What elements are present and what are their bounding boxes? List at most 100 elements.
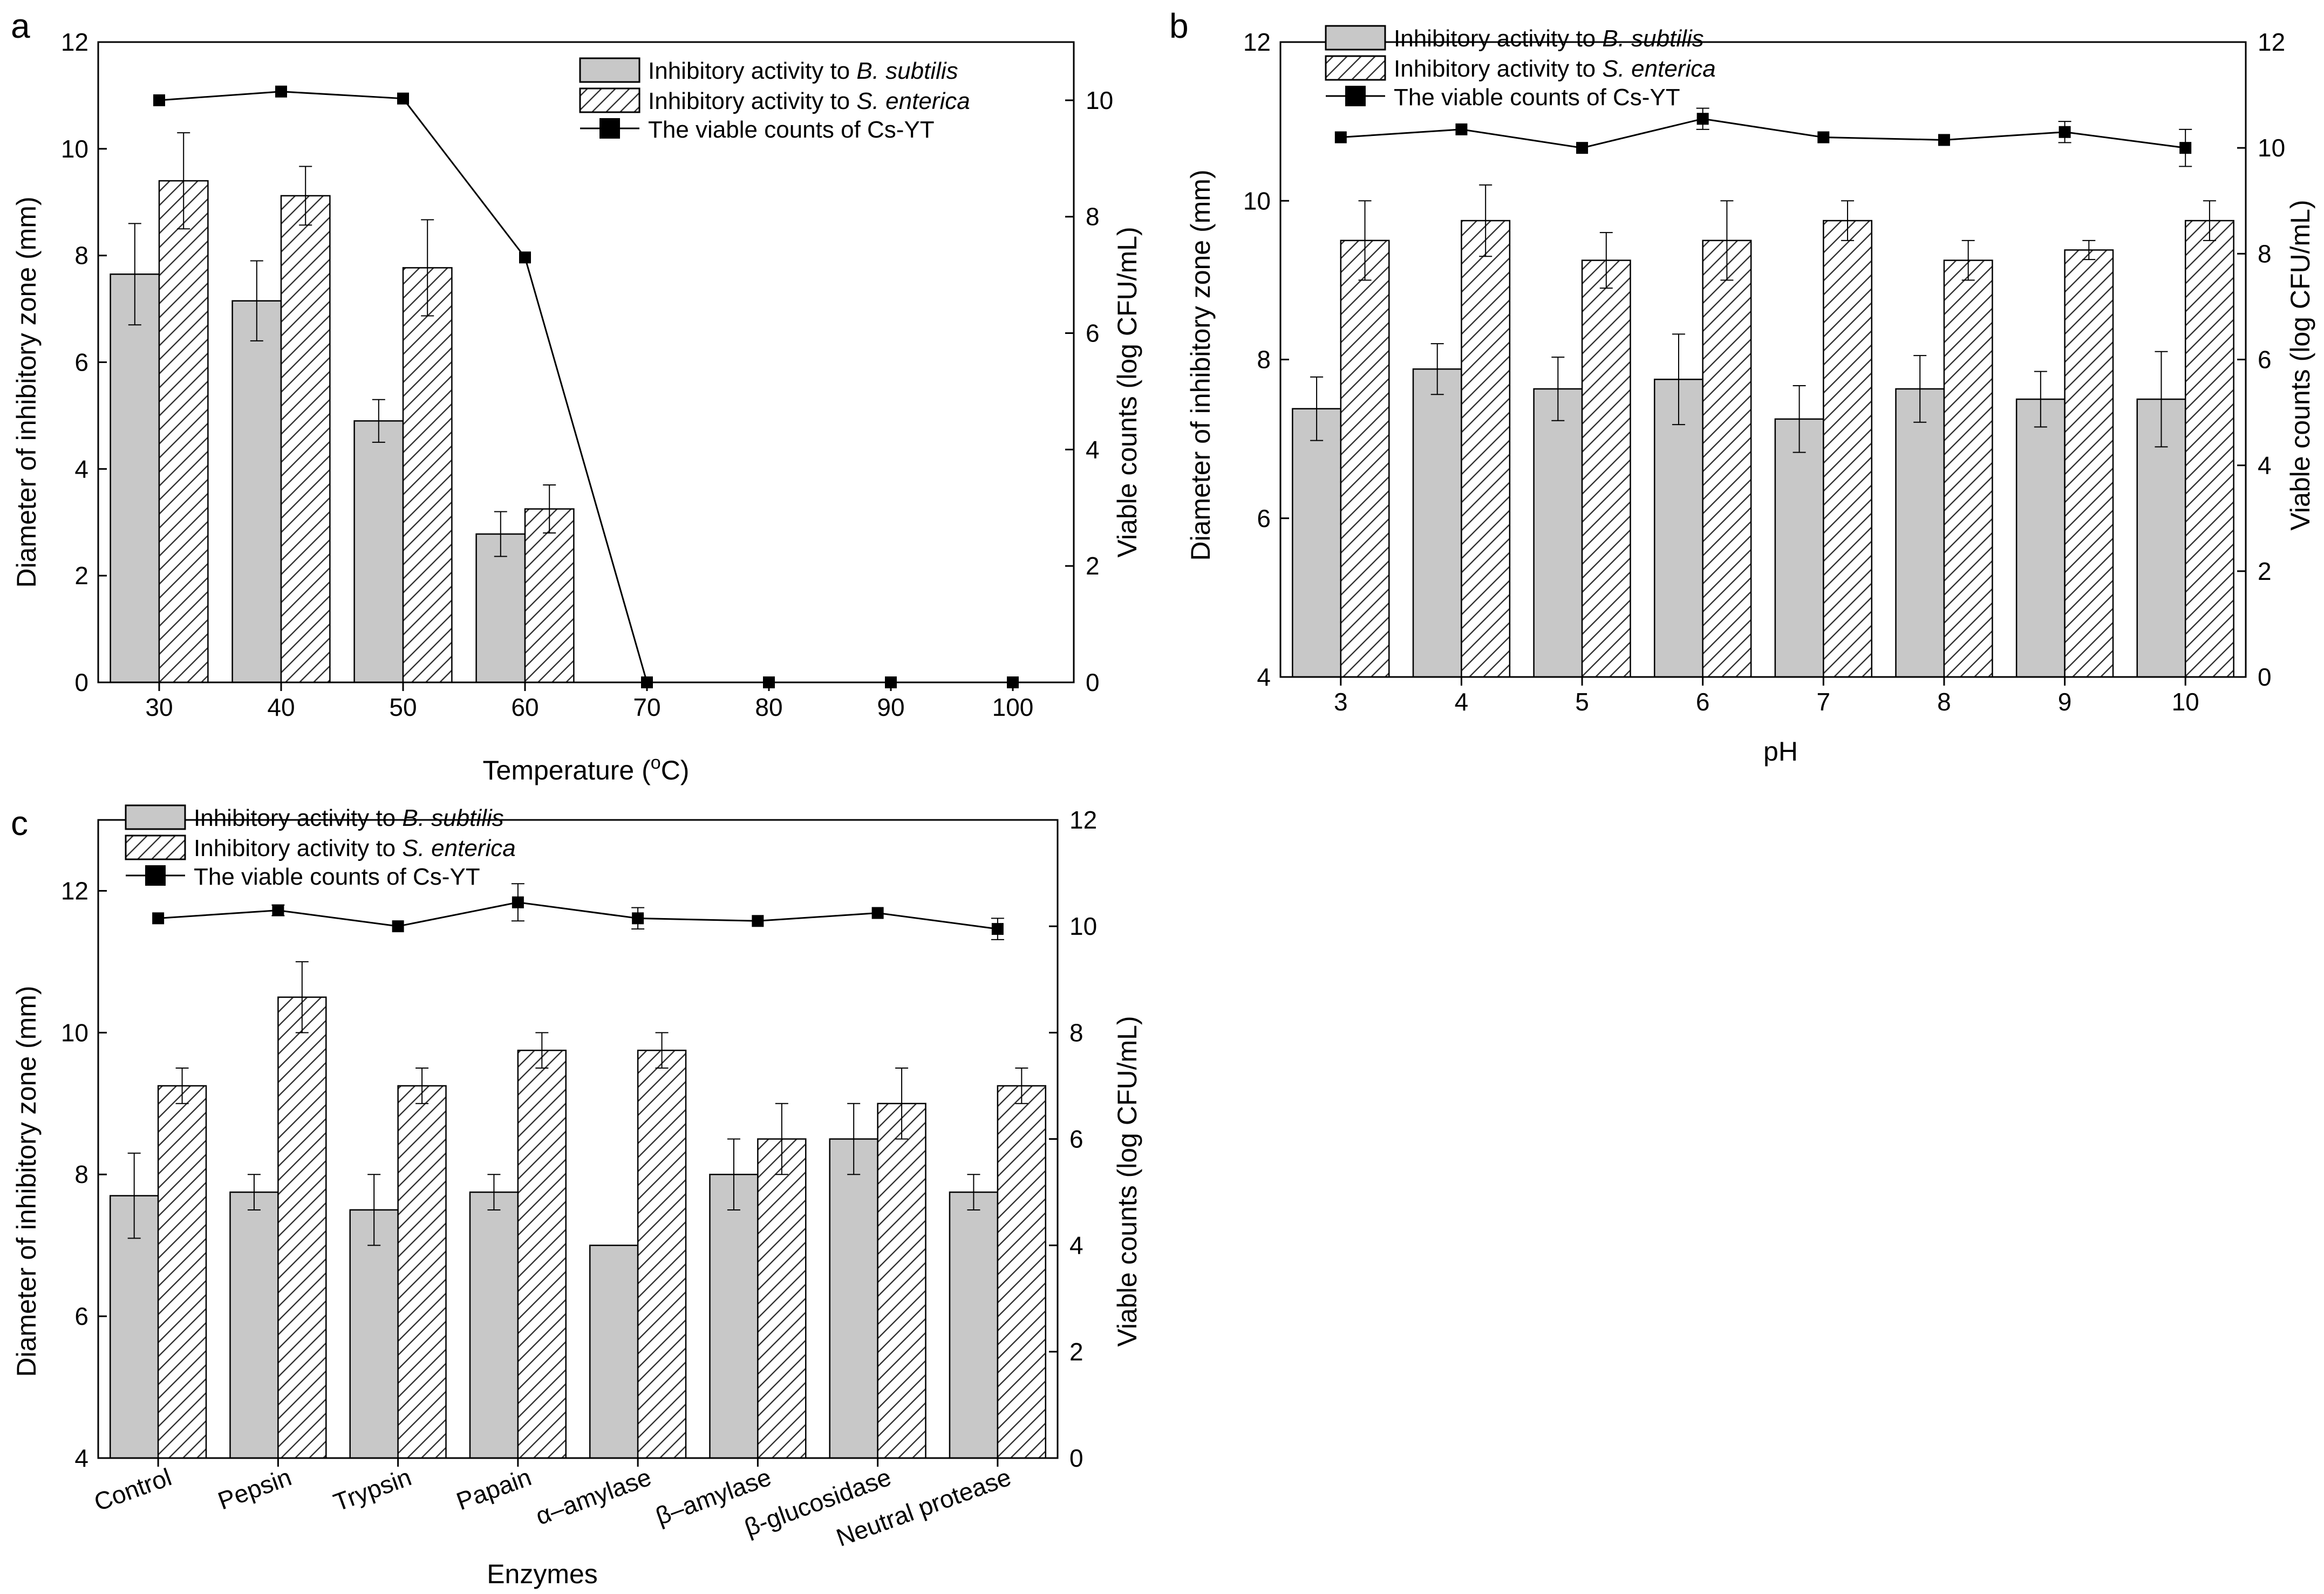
- bar-c-s1-6: [877, 1103, 926, 1459]
- y-tick-label-b-0: 4: [1257, 663, 1271, 691]
- bar-b-s0-5: [1895, 388, 1945, 678]
- y-tick-label-a-1: 2: [74, 562, 88, 590]
- bar-a-s1-1: [280, 195, 331, 683]
- x-tick-label-b-2: 5: [1575, 688, 1589, 716]
- x-tick-label-c-4: α–amylase: [532, 1463, 655, 1530]
- legend-b: Inhibitory activity to B. subtilis Inhib…: [1325, 25, 1716, 111]
- bar-a-s0-0: [110, 273, 160, 683]
- bar-b-s1-2: [1581, 259, 1631, 678]
- bar-b-s1-1: [1461, 220, 1511, 678]
- bar-c-s0-7: [949, 1191, 999, 1459]
- y2-tick-label-b-2: 4: [2258, 451, 2272, 480]
- legend-label-bsub-c: Inhibitory activity to B. subtilis: [194, 805, 504, 831]
- bar-b-s1-5: [1943, 259, 1993, 678]
- y-tick-label-c-0: 4: [74, 1444, 88, 1472]
- plot-area-b: 4 6 8 10 12 0 2 4 6 8 10 12 3 4 5 6 7 8 9 10: [1243, 28, 2285, 716]
- bar-c-s1-4: [637, 1049, 687, 1459]
- viable-point-b-1: [1455, 123, 1468, 135]
- legend-label-bsub-a: Inhibitory activity to B. subtilis: [648, 58, 958, 84]
- bar-b-s1-3: [1702, 240, 1752, 678]
- y-tick-label-a-4: 8: [74, 242, 88, 270]
- x-axis-label-c: Enzymes: [487, 1559, 598, 1589]
- x-tick-label-a-7: 100: [992, 693, 1034, 721]
- bar-b-s1-4: [1823, 220, 1873, 678]
- x-tick-label-b-5: 8: [1937, 688, 1951, 716]
- viable-point-c-4: [632, 912, 644, 925]
- y2-tick-label-a-1: 2: [1086, 552, 1100, 580]
- viable-point-c-5: [752, 915, 764, 927]
- y-tick-label-a-2: 4: [74, 455, 88, 483]
- bar-b-s1-7: [2184, 220, 2234, 678]
- bar-c-s1-5: [757, 1138, 807, 1459]
- viable-line-c: [158, 901, 998, 930]
- viable-point-b-0: [1334, 131, 1347, 143]
- y2-tick-label-a-4: 8: [1086, 203, 1100, 231]
- x-tick-label-a-5: 80: [755, 693, 782, 721]
- y-tick-label-c-4: 12: [61, 877, 88, 905]
- x-tick-label-b-6: 9: [2058, 688, 2072, 716]
- y2-tick-label-a-5: 10: [1086, 86, 1113, 114]
- viable-point-c-2: [392, 920, 404, 933]
- viable-point-b-3: [1696, 113, 1709, 125]
- bar-a-s0-2: [353, 420, 404, 683]
- viable-point-c-1: [272, 904, 284, 916]
- y-axis-label-a: Diameter of inhibitory zone (mm): [11, 196, 42, 587]
- plot-area-c: 4 6 8 10 12 0 2 4 6 8 10 12 Control Pepsin Trypsin Papa…: [61, 806, 1097, 1552]
- legend-label-sent-a: Inhibitory activity to S. enterica: [648, 88, 970, 114]
- viable-point-c-6: [871, 907, 884, 919]
- y-tick-label-b-2: 8: [1257, 346, 1271, 374]
- legend-label-viable-a: The viable counts of Cs-YT: [648, 117, 935, 143]
- viable-point-b-6: [2059, 126, 2071, 138]
- y2-tick-label-a-2: 4: [1086, 435, 1100, 463]
- viable-point-b-2: [1576, 142, 1589, 154]
- bar-c-s0-3: [469, 1191, 519, 1459]
- y2-tick-label-b-1: 2: [2258, 557, 2272, 585]
- y-tick-label-c-1: 6: [74, 1302, 88, 1330]
- bar-c-s0-4: [589, 1244, 639, 1459]
- y-tick-label-b-1: 6: [1257, 504, 1271, 532]
- legend-a: Inhibitory activity to B. subtilis Inhib…: [579, 57, 970, 143]
- bar-c-s1-0: [157, 1085, 207, 1459]
- panel-letter-a: a: [11, 6, 30, 45]
- x-tick-label-c-3: Papain: [453, 1463, 535, 1516]
- bar-c-s0-1: [229, 1191, 279, 1459]
- x-tick-label-a-0: 30: [145, 693, 173, 721]
- viable-line-b: [1340, 118, 2186, 149]
- y-tick-label-a-5: 10: [61, 135, 88, 163]
- bar-b-s0-0: [1292, 408, 1342, 678]
- bar-c-s0-5: [709, 1173, 759, 1459]
- y-tick-label-b-3: 10: [1243, 187, 1271, 215]
- legend-label-bsub-b: Inhibitory activity to B. subtilis: [1394, 25, 1704, 52]
- viable-point-b-7: [2179, 142, 2192, 154]
- y2-tick-label-c-0: 0: [1069, 1444, 1083, 1472]
- bar-c-s1-7: [997, 1085, 1047, 1459]
- x-tick-label-c-1: Pepsin: [214, 1463, 295, 1515]
- legend-label-viable-b: The viable counts of Cs-YT: [1394, 84, 1680, 111]
- y2-tick-label-c-6: 12: [1069, 806, 1097, 834]
- y-axis-label-c: Diameter of inhibitory zone (mm): [11, 986, 42, 1377]
- y2-tick-label-c-5: 10: [1069, 912, 1097, 940]
- y2-tick-label-b-0: 0: [2258, 663, 2272, 691]
- bar-a-s0-1: [231, 300, 282, 683]
- bar-b-s0-2: [1533, 388, 1583, 678]
- y-axis-label-b: Diameter of inhibitory zone (mm): [1185, 169, 1216, 560]
- bar-c-s0-6: [829, 1138, 878, 1459]
- y-tick-label-c-3: 10: [61, 1018, 88, 1046]
- y2-tick-label-b-5: 10: [2258, 134, 2285, 162]
- x-tick-label-c-0: Control: [90, 1463, 175, 1517]
- y2-tick-label-a-3: 6: [1086, 319, 1100, 347]
- y2-axis-label-c: Viable counts (log CFU/mL): [1112, 1016, 1142, 1346]
- panel-letter-b: b: [1169, 6, 1189, 45]
- y-tick-label-a-6: 12: [61, 28, 88, 56]
- y2-tick-label-b-6: 12: [2258, 28, 2285, 56]
- panel-b: b 4 6 8 10 12 0 2 4 6 8 10 12 3 4 5 6 7 8 9 10 Inhibitory a…: [1169, 6, 2315, 767]
- viable-point-a-1: [275, 85, 287, 98]
- x-tick-label-b-7: 10: [2172, 688, 2199, 716]
- x-tick-label-a-2: 50: [389, 693, 417, 721]
- viable-point-a-3: [519, 251, 531, 264]
- viable-point-c-0: [152, 912, 165, 925]
- bar-b-s1-6: [2064, 249, 2114, 678]
- bar-b-s1-0: [1340, 240, 1390, 678]
- legend-label-viable-c: The viable counts of Cs-YT: [194, 864, 480, 890]
